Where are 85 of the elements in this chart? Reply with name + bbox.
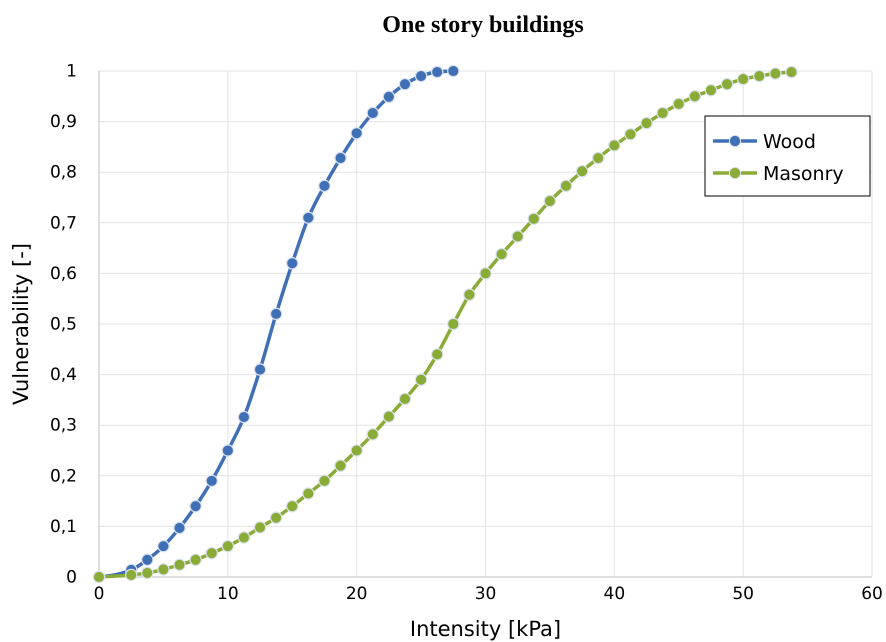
point bbox=[302, 487, 315, 500]
y-tick-label: 0,1 bbox=[50, 516, 77, 537]
y-tick-label: 1 bbox=[66, 61, 77, 82]
point bbox=[189, 500, 202, 512]
y-tick-label: 0,2 bbox=[50, 466, 77, 486]
x-tick-label: 60 bbox=[861, 584, 883, 604]
point bbox=[495, 248, 508, 260]
point bbox=[447, 318, 460, 330]
point bbox=[157, 563, 170, 576]
chart-title: One story buildings bbox=[382, 12, 584, 38]
point bbox=[157, 540, 170, 552]
point bbox=[366, 106, 380, 120]
point bbox=[350, 127, 363, 140]
point bbox=[704, 84, 718, 96]
point bbox=[544, 194, 556, 208]
point bbox=[398, 392, 412, 406]
point bbox=[463, 288, 476, 301]
point bbox=[238, 410, 250, 424]
point bbox=[222, 444, 234, 457]
point bbox=[124, 568, 138, 582]
point bbox=[576, 164, 588, 178]
point bbox=[430, 66, 444, 78]
point bbox=[528, 212, 540, 225]
y-tick-label: 0,8 bbox=[50, 162, 77, 183]
point bbox=[173, 558, 186, 572]
y-tick-label: 0,5 bbox=[50, 314, 77, 334]
y-tick-label: 0,9 bbox=[50, 112, 77, 132]
y-tick-label: 0,4 bbox=[50, 365, 77, 386]
point bbox=[286, 257, 298, 270]
point bbox=[141, 554, 154, 566]
point bbox=[414, 373, 428, 386]
point bbox=[608, 139, 621, 152]
point bbox=[720, 78, 734, 90]
point bbox=[318, 180, 331, 192]
point bbox=[238, 531, 250, 544]
x-tick-label: 40 bbox=[604, 584, 626, 604]
y-tick-label: 0,6 bbox=[50, 264, 77, 284]
point bbox=[785, 66, 798, 78]
y-tick-label: 0,3 bbox=[50, 416, 77, 436]
legend-label: Masonry bbox=[763, 163, 844, 185]
point bbox=[173, 522, 186, 534]
point bbox=[382, 90, 396, 104]
point bbox=[382, 410, 396, 423]
point bbox=[205, 546, 218, 560]
point bbox=[688, 90, 702, 103]
point bbox=[286, 500, 298, 512]
point bbox=[592, 152, 604, 164]
point bbox=[350, 444, 363, 457]
x-tick-label: 0 bbox=[94, 584, 104, 604]
point bbox=[398, 78, 412, 90]
point bbox=[414, 70, 428, 82]
point bbox=[753, 70, 766, 82]
x-tick-label: 30 bbox=[474, 584, 496, 604]
y-tick-label: 0,7 bbox=[50, 213, 77, 234]
x-tick-label: 10 bbox=[217, 584, 239, 604]
point bbox=[205, 474, 218, 488]
legend-label: Wood bbox=[763, 131, 816, 153]
point bbox=[447, 64, 460, 78]
point bbox=[270, 308, 282, 320]
point bbox=[672, 98, 685, 110]
point bbox=[222, 540, 234, 552]
point bbox=[254, 363, 266, 376]
point bbox=[736, 72, 750, 86]
point bbox=[334, 459, 347, 472]
y-axis-title: Vulnerability [-] bbox=[9, 243, 33, 405]
point bbox=[769, 67, 782, 80]
x-axis-title: Intensity [kPa] bbox=[410, 617, 562, 641]
point bbox=[141, 566, 154, 580]
point bbox=[366, 428, 380, 441]
point bbox=[511, 230, 524, 243]
point bbox=[318, 474, 331, 488]
point bbox=[624, 128, 637, 140]
x-tick-label: 50 bbox=[732, 584, 754, 604]
point bbox=[640, 116, 653, 130]
point bbox=[334, 152, 347, 164]
x-tick-label: 20 bbox=[346, 584, 368, 604]
point bbox=[656, 106, 669, 120]
point bbox=[430, 348, 444, 361]
y-tick-label: 0 bbox=[66, 567, 77, 588]
point bbox=[302, 212, 315, 224]
point bbox=[479, 267, 492, 280]
point bbox=[254, 521, 266, 534]
point bbox=[189, 554, 202, 566]
point bbox=[270, 512, 282, 524]
point bbox=[560, 180, 572, 192]
